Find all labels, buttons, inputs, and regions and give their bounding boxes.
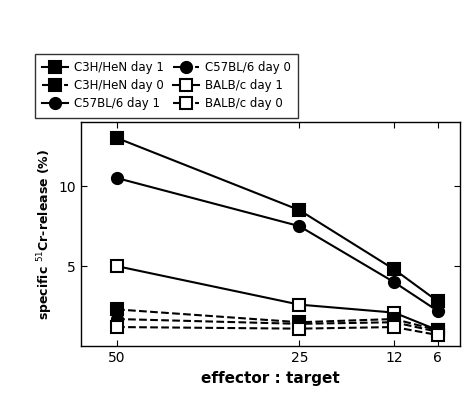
Y-axis label: specific $^{51}$Cr-release (%): specific $^{51}$Cr-release (%): [36, 148, 55, 320]
Legend: C3H/HeN day 1, C3H/HeN day 0, C57BL/6 day 1, C57BL/6 day 0, BALB/c day 1, BALB/c: C3H/HeN day 1, C3H/HeN day 0, C57BL/6 da…: [35, 54, 298, 117]
X-axis label: effector : target: effector : target: [201, 371, 339, 386]
